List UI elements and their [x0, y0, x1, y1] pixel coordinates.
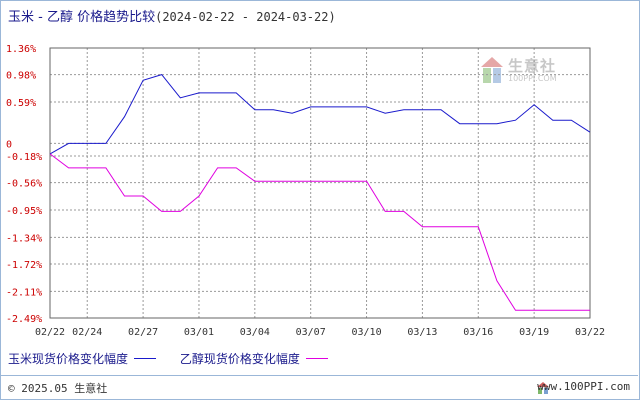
y-tick-label: 0.59%: [6, 98, 36, 109]
x-tick-label: 03/16: [463, 327, 493, 338]
chart-title: 玉米 - 乙醇 价格趋势比较(2024-02-22 - 2024-03-22): [8, 6, 336, 25]
x-tick-label: 03/10: [351, 327, 381, 338]
series-lines: [49, 74, 591, 311]
series-line-ethanol: [49, 153, 590, 311]
x-tick-label: 03/01: [184, 327, 214, 338]
legend-swatch-ethanol: [305, 358, 328, 359]
copyright-text: © 2025.05 生意社: [8, 382, 108, 395]
x-tick-label: 03/19: [519, 327, 549, 338]
y-tick-label: 0.98%: [6, 71, 36, 82]
legend-label-corn: 玉米现货价格变化幅度: [8, 352, 129, 366]
legend-item-ethanol: 乙醇现货价格变化幅度: [180, 350, 328, 367]
legend-label-ethanol: 乙醇现货价格变化幅度: [179, 352, 300, 366]
legend-swatch-corn: [134, 358, 157, 359]
x-tick-label: 02/24: [72, 327, 102, 338]
y-axis-labels: 1.36% 0.98% 0.59% 0 -0.18% -0.56% -0.95% -1.34%…: [6, 44, 42, 325]
y-tick-label: -0.95%: [6, 206, 42, 217]
x-tick-label: 03/13: [407, 327, 437, 338]
y-tick-label: -2.49%: [6, 314, 42, 325]
x-tick-label: 02/22: [35, 327, 65, 338]
x-tick-label: 02/27: [128, 327, 158, 338]
x-tick-label: 03/07: [296, 327, 326, 338]
x-tick-label: 03/22: [575, 327, 605, 338]
y-tick-label: -1.34%: [6, 233, 42, 244]
watermark: 生意社 100PPI.COM: [480, 55, 575, 87]
plot-area: [49, 47, 591, 319]
legend: 玉米现货价格变化幅度 乙醇现货价格变化幅度: [8, 350, 348, 367]
site-link[interactable]: www.100PPI.com: [537, 380, 630, 393]
chart-title-dates: (2024-02-22 - 2024-03-22): [155, 10, 336, 24]
y-tick-label: 0: [6, 139, 12, 150]
x-tick-label: 03/04: [240, 327, 270, 338]
y-tick-label: -1.72%: [6, 260, 42, 271]
footer: © 2025.05 生意社 www.100PPI.com: [0, 375, 638, 399]
watermark-name: 生意社: [508, 57, 557, 75]
x-axis-labels: 02/22 02/24 02/27 03/01 03/04 03/07 03/10 03/13…: [35, 327, 605, 338]
y-tick-label: -2.11%: [6, 287, 42, 298]
watermark-url: 100PPI.COM: [508, 74, 557, 83]
watermark-logo-icon: [481, 57, 503, 83]
y-tick-label: -0.18%: [6, 152, 42, 163]
chart-grid: [49, 47, 591, 319]
legend-item-corn: 玉米现货价格变化幅度: [8, 350, 157, 367]
series-line-corn: [49, 74, 591, 155]
chart-title-text: 玉米 - 乙醇 价格趋势比较: [8, 10, 156, 25]
y-tick-label: 1.36%: [6, 44, 36, 55]
site-logo-icon: [537, 382, 549, 394]
y-tick-label: -0.56%: [6, 179, 42, 190]
